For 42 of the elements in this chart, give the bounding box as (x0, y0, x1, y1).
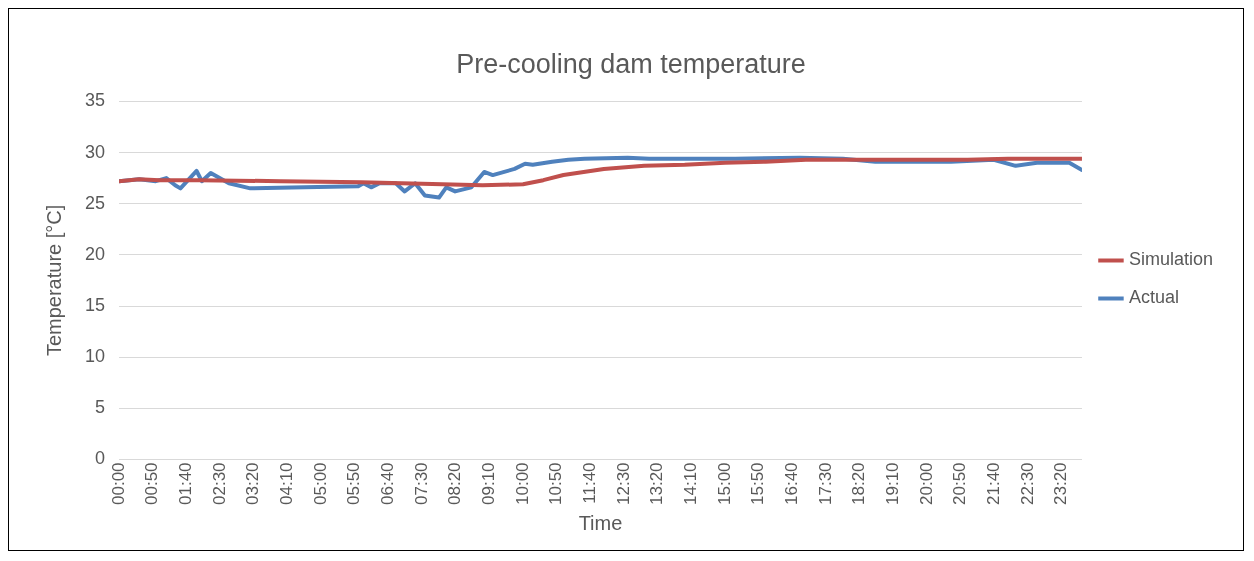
x-tick-label: 01:40 (176, 462, 196, 506)
x-tick-label: 23:20 (1051, 462, 1071, 506)
y-axis-title: Temperature [°C] (42, 204, 65, 357)
x-tick-label: 07:30 (411, 462, 431, 506)
x-tick-label: 04:10 (277, 462, 297, 506)
x-tick-label: 22:30 (1017, 462, 1037, 506)
x-tick-label: 09:10 (479, 462, 499, 506)
x-tick-label: 15:50 (748, 462, 768, 506)
x-tick-label: 14:10 (681, 462, 701, 506)
x-tick-label: 10:50 (546, 462, 566, 506)
x-tick-label: 16:40 (782, 462, 802, 506)
x-tick-label: 12:30 (613, 462, 633, 506)
chart-title: Pre-cooling dam temperature (456, 48, 806, 79)
x-tick-label: 20:50 (950, 462, 970, 506)
x-tick-label: 05:50 (344, 462, 364, 506)
y-tick-label: 10 (84, 346, 106, 367)
y-tick-label: 0 (95, 448, 106, 469)
y-tick-label: 35 (84, 90, 106, 111)
x-tick-label: 20:00 (916, 462, 936, 506)
y-tick-label: 25 (84, 192, 106, 213)
x-tick-label: 13:20 (647, 462, 667, 506)
x-tick-label: 10:00 (512, 462, 532, 506)
x-tick-label: 00:50 (142, 462, 162, 506)
x-tick-label: 19:10 (883, 462, 903, 506)
y-tick-label: 5 (95, 397, 106, 418)
x-tick-label: 06:40 (378, 462, 398, 506)
x-tick-label: 08:20 (445, 462, 465, 506)
y-tick-label: 15 (84, 294, 106, 315)
y-tick-label: 30 (84, 141, 106, 162)
x-tick-label: 05:00 (310, 462, 330, 506)
x-tick-label: 18:20 (849, 462, 869, 506)
x-tick-label: 17:30 (815, 462, 835, 506)
x-tick-label: 00:00 (108, 462, 128, 506)
y-tick-label: 20 (84, 243, 106, 264)
x-tick-label: 11:40 (580, 462, 600, 504)
x-axis-title: Time (578, 511, 623, 534)
x-tick-label: 21:40 (984, 462, 1004, 506)
legend-label: Simulation (1128, 249, 1214, 270)
x-tick-label: 02:30 (209, 462, 229, 506)
x-tick-label: 03:20 (243, 462, 263, 506)
legend-label: Actual (1128, 287, 1179, 308)
x-tick-label: 15:00 (714, 462, 734, 506)
